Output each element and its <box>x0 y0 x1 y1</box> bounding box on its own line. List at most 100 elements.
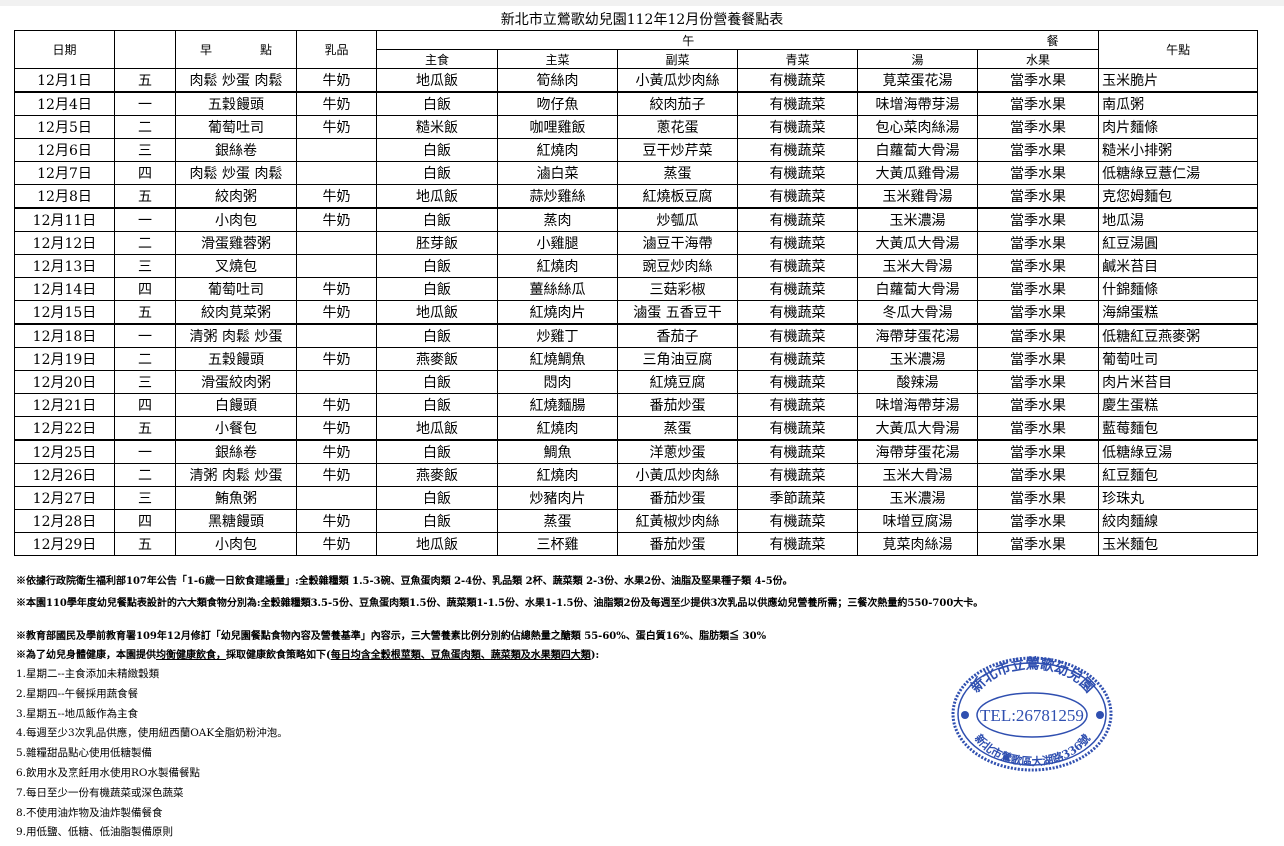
cell-fruit: 當季水果 <box>976 68 1100 93</box>
header-lunch: 午 餐 <box>375 30 1100 50</box>
cell-weekday: 一 <box>114 439 176 464</box>
cell-fruit: 當季水果 <box>976 207 1100 232</box>
cell-weekday: 四 <box>114 393 176 417</box>
cell-date: 12月5日 <box>14 115 115 139</box>
cell-greens: 有機蔬菜 <box>737 416 858 441</box>
stamp-tel: TEL:26781259 <box>980 706 1084 725</box>
cell-greens: 有機蔬菜 <box>737 300 858 325</box>
cell-greens: 季節蔬菜 <box>737 486 858 510</box>
menu-row: 12月12日二滑蛋雞蓉粥 胚芽飯 小雞腿 滷豆干海帶 有機蔬菜 大黃瓜大骨湯 當季水果 紅豆湯… <box>14 231 1259 255</box>
cell-weekday: 三 <box>114 254 176 278</box>
cell-side-dish: 紅燒豆腐 <box>617 370 738 394</box>
cell-main-dish: 筍絲肉 <box>497 68 618 93</box>
cell-staple: 白飯 <box>376 207 498 232</box>
cell-dairy: 牛奶 <box>296 184 377 209</box>
cell-snack: 珍珠丸 <box>1098 486 1259 510</box>
cell-fruit: 當季水果 <box>976 393 1100 417</box>
cell-soup: 玉米大骨湯 <box>857 463 978 487</box>
cell-greens: 有機蔬菜 <box>737 277 858 301</box>
menu-table: 日期 早 點 乳品 午 餐 午點 主食 主菜 副菜 青菜 湯 水果 12月1日五… <box>14 30 1259 556</box>
cell-greens: 有機蔬菜 <box>737 393 858 417</box>
cell-breakfast: 絞肉莧菜粥 <box>175 300 297 325</box>
cell-weekday: 二 <box>114 231 176 255</box>
cell-staple: 地瓜飯 <box>376 184 498 209</box>
cell-weekday: 一 <box>114 91 176 116</box>
cell-greens: 有機蔬菜 <box>737 509 858 533</box>
cell-main-dish: 紅燒麵腸 <box>497 393 618 417</box>
cell-main-dish: 炒雞丁 <box>497 323 618 348</box>
cell-greens: 有機蔬菜 <box>737 370 858 394</box>
cell-snack: 海綿蛋糕 <box>1098 300 1259 325</box>
cell-date: 12月7日 <box>14 161 115 185</box>
cell-main-dish: 吻仔魚 <box>497 91 618 116</box>
cell-snack: 地瓜湯 <box>1098 207 1259 232</box>
cell-weekday: 三 <box>114 486 176 510</box>
cell-breakfast: 滑蛋雞蓉粥 <box>175 231 297 255</box>
cell-staple: 白飯 <box>376 393 498 417</box>
cell-fruit: 當季水果 <box>976 231 1100 255</box>
menu-row: 12月28日四黑糖饅頭 牛奶 白飯 蒸蛋 紅黃椒炒肉絲 有機蔬菜 味增豆腐湯 當季水果 絞肉麵線 <box>14 509 1259 533</box>
menu-row: 12月27日三鮪魚粥 白飯 炒豬肉片 番茄炒蛋 季節蔬菜 玉米濃湯 當季水果 珍珠丸 <box>14 486 1259 510</box>
cell-weekday: 五 <box>114 68 176 93</box>
policy-item: 8.不使用油炸物及油炸製備餐食 <box>16 806 163 819</box>
cell-soup: 白蘿蔔大骨湯 <box>857 277 978 301</box>
header-side: 副菜 <box>617 49 738 69</box>
note-strategy-a: ※為了幼兒身體健康，本園提供 <box>16 650 156 661</box>
menu-row: 12月18日一清粥 肉鬆 炒蛋 白飯 炒雞丁 香茄子 有機蔬菜 海帶芽蛋花湯 當季水果 低糖紅… <box>14 323 1259 348</box>
cell-breakfast: 鮪魚粥 <box>175 486 297 510</box>
header-weekday <box>114 30 176 69</box>
cell-greens: 有機蔬菜 <box>737 207 858 232</box>
note-strategy-c: 採取健康飲食策略如下( <box>226 650 331 661</box>
cell-staple: 白飯 <box>376 439 498 464</box>
cell-fruit: 當季水果 <box>976 184 1100 209</box>
cell-dairy <box>296 138 377 162</box>
school-stamp: 新北市立鶯歌幼兒園 TEL:26781259 新北市鶯歌區大湖路336號 <box>951 656 1113 772</box>
cell-main-dish: 三杯雞 <box>497 532 618 556</box>
cell-snack: 慶生蛋糕 <box>1098 393 1259 417</box>
policy-item: 2.星期四--午餐採用蔬食餐 <box>16 687 139 700</box>
cell-side-dish: 蔥花蛋 <box>617 115 738 139</box>
cell-main-dish: 咖哩雞飯 <box>497 115 618 139</box>
cell-breakfast: 清粥 肉鬆 炒蛋 <box>175 463 297 487</box>
cell-dairy <box>296 486 377 510</box>
cell-main-dish: 滷白菜 <box>497 161 618 185</box>
cell-side-dish: 番茄炒蛋 <box>617 532 738 556</box>
cell-staple: 燕麥飯 <box>376 463 498 487</box>
menu-row: 12月7日四肉鬆 炒蛋 肉鬆 白飯 滷白菜 蒸蛋 有機蔬菜 大黃瓜雞骨湯 當季水果 低糖綠豆薏… <box>14 161 1259 185</box>
header-staple: 主食 <box>376 49 498 69</box>
cell-fruit: 當季水果 <box>976 463 1100 487</box>
cell-side-dish: 蒸蛋 <box>617 416 738 441</box>
cell-snack: 肉片麵條 <box>1098 115 1259 139</box>
cell-dairy <box>296 231 377 255</box>
cell-main-dish: 蒸蛋 <box>497 509 618 533</box>
menu-row: 12月15日五絞肉莧菜粥 牛奶 地瓜飯 紅燒肉片 滷蛋 五香豆干 有機蔬菜 冬瓜大骨湯 當季水… <box>14 300 1259 325</box>
cell-main-dish: 悶肉 <box>497 370 618 394</box>
cell-breakfast: 五穀饅頭 <box>175 347 297 371</box>
policy-item: 7.每日至少一份有機蔬菜或深色蔬菜 <box>16 786 184 799</box>
cell-fruit: 當季水果 <box>976 370 1100 394</box>
cell-snack: 玉米脆片 <box>1098 68 1259 93</box>
cell-snack: 紅豆湯圓 <box>1098 231 1259 255</box>
cell-date: 12月28日 <box>14 509 115 533</box>
header-main: 主菜 <box>497 49 618 69</box>
cell-soup: 海帶芽蛋花湯 <box>857 439 978 464</box>
cell-staple: 燕麥飯 <box>376 347 498 371</box>
cell-staple: 白飯 <box>376 486 498 510</box>
cell-snack: 什錦麵條 <box>1098 277 1259 301</box>
cell-weekday: 一 <box>114 207 176 232</box>
cell-greens: 有機蔬菜 <box>737 68 858 93</box>
note-strategy-e: ): <box>590 650 600 661</box>
cell-staple: 糙米飯 <box>376 115 498 139</box>
note-strategy-b: 均衡健康飲食， <box>156 650 226 661</box>
cell-dairy <box>296 370 377 394</box>
cell-weekday: 四 <box>114 509 176 533</box>
cell-breakfast: 葡萄吐司 <box>175 115 297 139</box>
cell-side-dish: 紅燒板豆腐 <box>617 184 738 209</box>
cell-weekday: 一 <box>114 323 176 348</box>
cell-breakfast: 小肉包 <box>175 532 297 556</box>
cell-main-dish: 蒸肉 <box>497 207 618 232</box>
cell-breakfast: 葡萄吐司 <box>175 277 297 301</box>
cell-date: 12月14日 <box>14 277 115 301</box>
note-six-food-groups: ※本園110學年度幼兒餐點表設計的六大類食物分別為:全穀雜糧類3.5-5份、豆魚… <box>16 598 984 609</box>
cell-fruit: 當季水果 <box>976 115 1100 139</box>
